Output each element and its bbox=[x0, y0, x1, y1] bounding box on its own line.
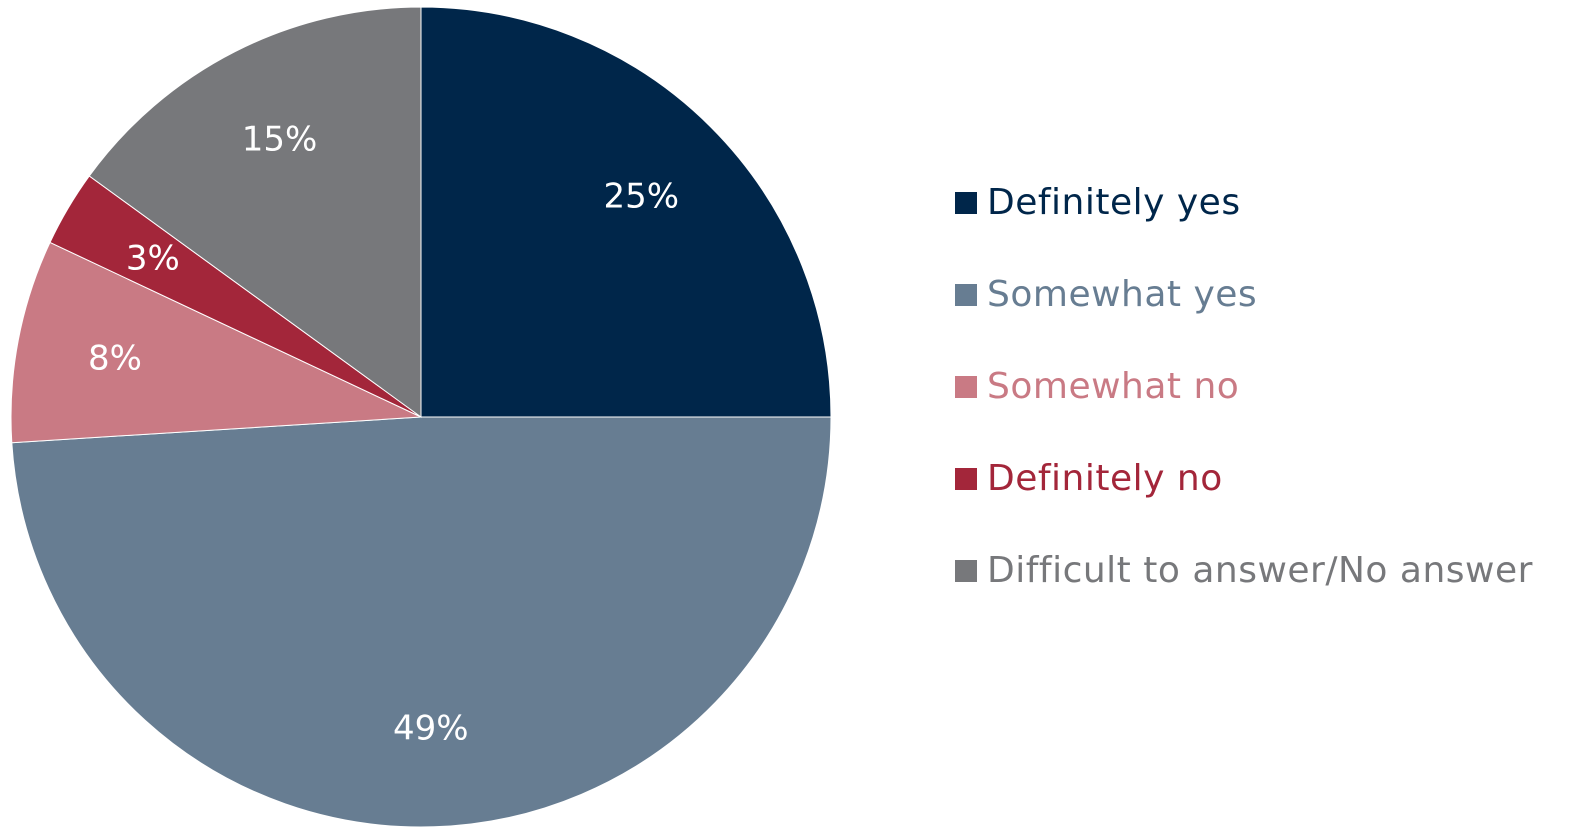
legend-label-somewhat-no: Somewhat no bbox=[987, 366, 1240, 407]
pie-plot-area: 25% 49% 8% 3% 15% bbox=[10, 6, 832, 828]
legend-item-somewhat-yes: Somewhat yes bbox=[955, 272, 1533, 318]
legend-label-definitely-no: Definitely no bbox=[987, 458, 1223, 499]
data-label-somewhat-no: 8% bbox=[88, 339, 142, 379]
legend-swatch-somewhat-yes bbox=[955, 284, 977, 306]
legend-swatch-somewhat-no bbox=[955, 376, 977, 398]
legend-swatch-definitely-no bbox=[955, 468, 977, 490]
pie-slice-difficult-to-answer bbox=[88, 6, 422, 418]
data-label-definitely-yes: 25% bbox=[604, 177, 680, 217]
legend-label-difficult-to-answer: Difficult to answer/No answer bbox=[987, 550, 1533, 591]
legend-item-difficult-to-answer: Difficult to answer/No answer bbox=[955, 548, 1533, 594]
legend-swatch-definitely-yes bbox=[955, 192, 977, 214]
data-label-definitely-no: 3% bbox=[126, 238, 180, 278]
legend-label-somewhat-yes: Somewhat yes bbox=[987, 274, 1258, 315]
pie-slice-somewhat-no bbox=[10, 241, 422, 444]
pie-slice-somewhat-yes bbox=[11, 416, 832, 828]
legend-swatch-difficult-to-answer bbox=[955, 560, 977, 582]
data-label-somewhat-yes: 49% bbox=[393, 708, 469, 748]
legend-item-definitely-yes: Definitely yes bbox=[955, 180, 1533, 226]
data-label-difficult-to-answer: 15% bbox=[242, 119, 318, 159]
legend-item-definitely-no: Definitely no bbox=[955, 456, 1533, 502]
pie-slice-definitely-yes bbox=[420, 6, 832, 418]
legend-item-somewhat-no: Somewhat no bbox=[955, 364, 1533, 410]
legend-label-definitely-yes: Definitely yes bbox=[987, 182, 1241, 223]
legend: Definitely yes Somewhat yes Somewhat no … bbox=[955, 180, 1533, 640]
